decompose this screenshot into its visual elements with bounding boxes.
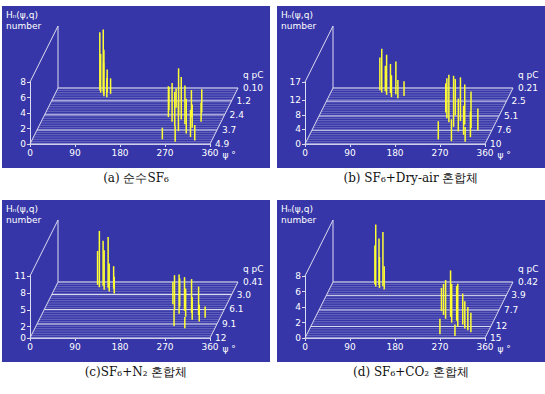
html-text:(c)SF₆+N₂ 혼합체: (c)SF₆+N₂ 혼합체: [84, 365, 188, 379]
svg-text:2: 2: [20, 124, 26, 134]
svg-text:360: 360: [201, 148, 218, 158]
svg-text:270: 270: [431, 148, 448, 158]
svg-text:Hₙ(ψ,q): Hₙ(ψ,q): [281, 204, 313, 214]
svg-text:0.10: 0.10: [243, 83, 263, 93]
svg-text:360: 360: [476, 342, 493, 352]
svg-text:90: 90: [69, 342, 81, 352]
svg-text:180: 180: [386, 342, 403, 352]
svg-text:1.2: 1.2: [237, 96, 251, 106]
svg-text:ψ °: ψ °: [497, 344, 510, 354]
svg-text:q pC: q pC: [518, 264, 539, 274]
svg-text:12: 12: [290, 95, 301, 105]
svg-text:0: 0: [20, 333, 26, 343]
svg-text:180: 180: [111, 342, 128, 352]
svg-text:360: 360: [476, 148, 493, 158]
svg-text:0.41: 0.41: [243, 277, 263, 287]
svg-text:8: 8: [20, 288, 26, 298]
svg-text:12: 12: [496, 321, 507, 331]
svg-text:0: 0: [302, 148, 308, 158]
svg-text:360: 360: [201, 342, 218, 352]
svg-text:number: number: [281, 215, 316, 225]
svg-text:0: 0: [27, 148, 33, 158]
svg-text:ψ °: ψ °: [222, 344, 235, 354]
svg-text:0: 0: [302, 342, 308, 352]
svg-text:Hₙ(ψ,q): Hₙ(ψ,q): [6, 10, 38, 20]
svg-text:180: 180: [111, 148, 128, 158]
svg-text:90: 90: [69, 148, 81, 158]
svg-text:4.9: 4.9: [215, 139, 230, 149]
html-text:(b) SF₆+Dry-air 혼합체: (b) SF₆+Dry-air 혼합체: [343, 171, 479, 185]
svg-text:5: 5: [20, 305, 26, 315]
svg-text:6: 6: [20, 93, 26, 103]
svg-text:9.1: 9.1: [222, 319, 236, 329]
html-text:(d) SF₆+CO₂ 혼합체: (d) SF₆+CO₂ 혼합체: [353, 365, 469, 379]
svg-text:Hₙ(ψ,q): Hₙ(ψ,q): [6, 204, 38, 214]
svg-text:90: 90: [344, 342, 356, 352]
svg-text:number: number: [281, 21, 316, 31]
svg-text:4: 4: [20, 108, 26, 118]
svg-text:ψ °: ψ °: [497, 150, 510, 160]
svg-text:0: 0: [295, 139, 301, 149]
svg-text:270: 270: [156, 342, 173, 352]
svg-text:0.21: 0.21: [518, 83, 538, 93]
svg-text:q pC: q pC: [243, 264, 264, 274]
svg-text:q pC: q pC: [243, 70, 264, 80]
svg-text:17: 17: [290, 77, 301, 87]
svg-text:q pC: q pC: [518, 70, 539, 80]
svg-text:6.1: 6.1: [229, 304, 243, 314]
svg-text:8: 8: [295, 271, 301, 281]
svg-text:3.7: 3.7: [222, 125, 236, 135]
svg-text:number: number: [6, 215, 41, 225]
svg-text:7.6: 7.6: [497, 125, 512, 135]
svg-text:180: 180: [386, 148, 403, 158]
svg-text:2.4: 2.4: [230, 110, 245, 120]
svg-text:5.1: 5.1: [504, 111, 518, 121]
svg-text:0: 0: [27, 342, 33, 352]
svg-text:3.9: 3.9: [511, 290, 526, 300]
svg-text:4: 4: [295, 302, 301, 312]
svg-text:270: 270: [431, 342, 448, 352]
svg-text:90: 90: [344, 148, 356, 158]
svg-text:10: 10: [490, 139, 502, 149]
svg-text:number: number: [6, 21, 41, 31]
svg-text:0.42: 0.42: [518, 277, 538, 287]
svg-text:Hₙ(ψ,q): Hₙ(ψ,q): [281, 10, 313, 20]
svg-text:6: 6: [295, 287, 301, 297]
svg-text:2: 2: [295, 318, 301, 328]
svg-text:3.0: 3.0: [237, 290, 252, 300]
svg-text:ψ °: ψ °: [222, 150, 235, 160]
svg-text:11: 11: [15, 271, 26, 281]
svg-text:15: 15: [490, 333, 501, 343]
svg-text:8: 8: [20, 77, 26, 87]
svg-text:12: 12: [215, 333, 226, 343]
svg-text:0: 0: [295, 333, 301, 343]
svg-text:7.7: 7.7: [504, 305, 518, 315]
svg-text:270: 270: [156, 148, 173, 158]
svg-text:0: 0: [20, 139, 26, 149]
svg-text:4: 4: [295, 124, 301, 134]
svg-text:2.5: 2.5: [511, 96, 525, 106]
svg-text:8: 8: [295, 110, 301, 120]
html-text:(a) 순수SF₆: (a) 순수SF₆: [103, 171, 169, 185]
svg-text:2: 2: [20, 322, 26, 332]
